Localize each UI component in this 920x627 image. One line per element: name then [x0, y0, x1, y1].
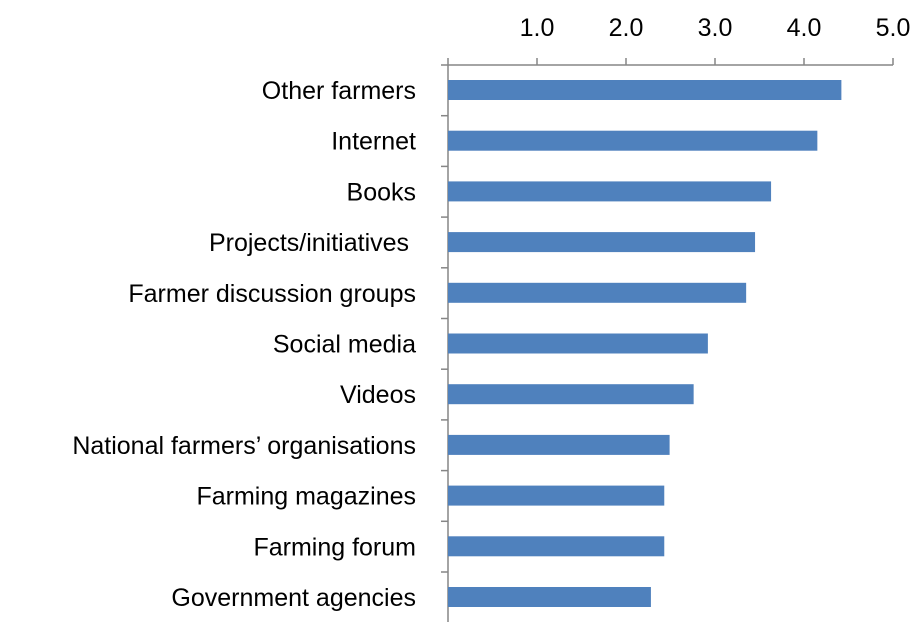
category-label: Internet: [331, 128, 416, 156]
bar: [448, 384, 694, 405]
category-label: Other farmers: [262, 77, 416, 105]
bar: [448, 80, 842, 100]
value-axis-tick-label: 5.0: [876, 14, 911, 42]
value-axis-tick-label: 3.0: [698, 14, 733, 42]
label-layer: 1.0 2.0 3.0 4.0 5.0 Other farmers Internet Book…: [72, 14, 910, 612]
bar: [448, 181, 772, 202]
value-axis-tick-label: 2.0: [609, 14, 644, 42]
bar: [448, 282, 747, 303]
category-label: Projects/initiatives: [209, 229, 416, 257]
category-label: Farming magazines: [196, 483, 416, 511]
bar: [448, 333, 708, 354]
value-axis-tick-label: 4.0: [787, 14, 822, 42]
category-label: Farming forum: [253, 533, 416, 561]
bar: [448, 434, 670, 455]
category-label: National farmers’ organisations: [72, 432, 416, 460]
bar: [448, 130, 818, 151]
category-label: Videos: [340, 381, 416, 409]
bar: [448, 485, 665, 506]
bar: [448, 232, 756, 253]
category-label: Social media: [273, 331, 416, 359]
axis-layer: [441, 58, 894, 622]
bar: [448, 587, 651, 607]
category-label: Farmer discussion groups: [128, 280, 416, 308]
bar-layer: [448, 80, 842, 607]
category-label: Government agencies: [171, 584, 416, 612]
bar: [448, 536, 665, 557]
category-label: Books: [347, 178, 416, 206]
value-axis-tick-label: 1.0: [520, 14, 555, 42]
